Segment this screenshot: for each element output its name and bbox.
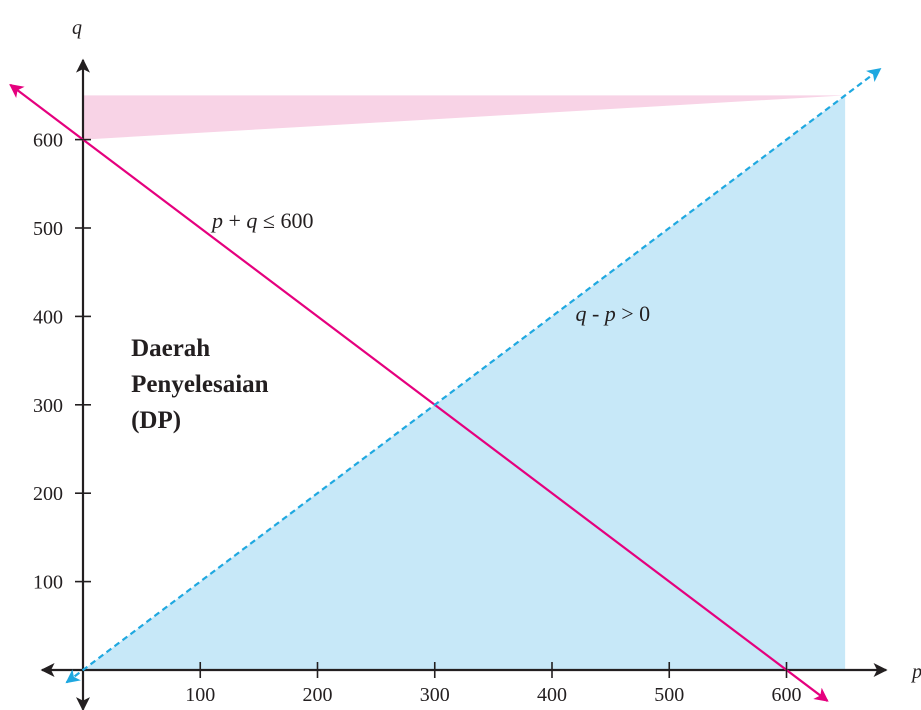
x-tick-label: 500 [654,684,684,706]
region-label-line: Penyelesaian [131,371,269,398]
shade-region-pink [83,95,846,140]
y-tick-label: 200 [33,483,63,505]
x-tick-label: 600 [772,684,802,706]
tick-marks [75,138,788,678]
boundary-lines [9,68,882,702]
x-axis-label: p [910,661,921,683]
annotation-segment: > 0 [616,301,650,326]
chart-text: 100200300400500600100200300400500600pqp … [33,17,921,706]
x-tick-label: 300 [420,684,450,706]
y-tick-label: 300 [33,395,63,417]
annotation-segment: + [223,208,246,233]
y-axis-label: q [72,17,82,39]
y-tick-label: 500 [33,218,63,240]
annotation-segment: q [575,301,586,326]
region-label-line: (DP) [131,407,181,434]
y-tick-label: 400 [33,306,63,328]
annotation-segment: q [246,208,257,233]
x-tick-label: 200 [303,684,333,706]
annotation-sum-inequality: p + q ≤ 600 [210,208,314,233]
annotation-segment: ≤ 600 [257,208,313,233]
annotation-segment: p [603,301,616,326]
annotation-segment: p [210,208,223,233]
region-label-line: Daerah [131,335,210,362]
x-tick-label: 100 [185,684,215,706]
annotation-diff-inequality: q - p > 0 [575,301,650,326]
x-tick-label: 400 [537,684,567,706]
annotation-segment: - [586,301,604,326]
y-tick-label: 100 [33,572,63,594]
y-tick-label: 600 [33,130,63,152]
